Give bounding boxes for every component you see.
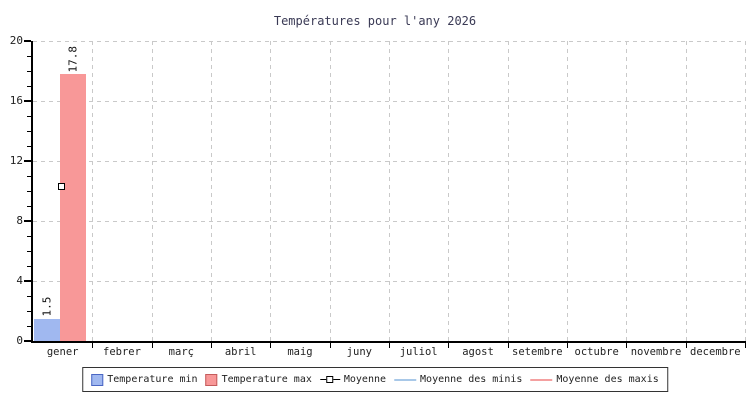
line-swatch-icon	[530, 378, 553, 381]
bar-swatch-icon	[205, 373, 218, 386]
y-axis-minor-tick	[27, 146, 31, 147]
legend-item-temperature-min: Temperature min	[91, 373, 198, 386]
chart-title: Températures pour l'any 2026	[273, 14, 477, 28]
y-axis-minor-tick	[27, 236, 31, 237]
month-label: març	[168, 346, 194, 358]
y-axis-minor-tick	[27, 191, 31, 192]
y-axis-label: 20	[9, 34, 23, 47]
x-axis-tick	[92, 343, 94, 348]
month-label: decembre	[690, 346, 741, 358]
v-gridline	[745, 41, 746, 341]
y-axis-label: 12	[9, 154, 23, 167]
x-axis-tick	[211, 343, 212, 348]
point-marker-icon	[319, 373, 340, 386]
legend-item-label: Moyenne des minis	[420, 374, 523, 385]
x-axis-tick	[329, 343, 331, 348]
v-gridline	[92, 41, 94, 341]
bar-swatch-icon	[91, 373, 104, 386]
v-gridline	[329, 41, 331, 341]
legend-item-moyenne-des-minis: Moyenne des minis	[394, 374, 522, 385]
y-axis-minor-tick	[27, 206, 31, 207]
x-axis-tick	[745, 343, 746, 348]
y-axis-minor-tick	[27, 251, 31, 252]
y-axis-tick	[24, 100, 31, 102]
x-axis-tick	[448, 343, 450, 348]
y-axis-tick	[24, 340, 31, 342]
y-axis-tick	[24, 280, 31, 282]
month-label: gener	[46, 346, 79, 358]
y-axis-minor-tick	[27, 296, 31, 297]
moyenne-marker	[57, 183, 65, 190]
legend-item-moyenne: Moyenne	[319, 373, 387, 386]
y-axis-label: 8	[16, 214, 23, 227]
month-label: octubre	[574, 346, 619, 358]
y-axis-minor-tick	[27, 116, 31, 117]
y-axis-tick	[24, 40, 31, 42]
legend-item-label: Moyenne des maxis	[556, 374, 659, 385]
x-axis	[31, 341, 746, 343]
y-axis	[31, 41, 33, 343]
y-axis-label: 0	[16, 334, 23, 347]
y-axis-tick	[24, 160, 31, 162]
v-gridline	[151, 41, 153, 341]
bar-value-label: 1.5	[40, 296, 54, 317]
month-label: maig	[287, 346, 313, 358]
v-gridline	[270, 41, 272, 341]
v-gridline	[389, 41, 390, 341]
y-axis-minor-tick	[27, 266, 31, 267]
month-label: juny	[346, 346, 372, 358]
v-gridline	[211, 41, 212, 341]
bar-value-label: 17.8	[66, 45, 80, 73]
x-axis-tick	[389, 343, 390, 348]
y-axis-label: 4	[16, 274, 23, 287]
legend-item-label: Moyenne	[343, 374, 387, 385]
month-label: agost	[462, 346, 494, 358]
v-gridline	[567, 41, 568, 341]
v-gridline	[626, 41, 628, 341]
x-axis-tick	[626, 343, 628, 348]
y-axis-minor-tick	[27, 86, 31, 87]
bar-temperature-max	[60, 74, 86, 341]
month-label: febrer	[103, 346, 141, 358]
y-axis-minor-tick	[27, 326, 31, 327]
y-axis-minor-tick	[27, 71, 31, 72]
bar-temperature-min	[34, 318, 60, 341]
x-axis-tick	[151, 343, 153, 348]
legend-item-moyenne-des-maxis: Moyenne des maxis	[530, 374, 659, 385]
x-axis-tick	[507, 343, 509, 348]
y-axis-minor-tick	[27, 311, 31, 312]
v-gridline	[448, 41, 450, 341]
x-axis-tick	[567, 343, 568, 348]
legend-box: Temperature min Temperature max Moyenne Moy…	[82, 367, 668, 392]
month-label: abril	[224, 346, 257, 358]
y-axis-minor-tick	[27, 131, 31, 132]
legend-item-label: Temperature max	[221, 374, 312, 385]
y-axis-minor-tick	[27, 176, 31, 177]
v-gridline	[507, 41, 509, 341]
month-label: novembre	[630, 346, 682, 358]
month-label: setembre	[512, 346, 563, 358]
y-axis-minor-tick	[27, 56, 31, 57]
month-label: juliol	[399, 346, 438, 358]
y-axis-label: 16	[9, 94, 23, 107]
line-swatch-icon	[394, 378, 417, 381]
y-axis-tick	[24, 220, 31, 222]
legend-item-temperature-max: Temperature max	[205, 373, 312, 386]
x-axis-tick	[270, 343, 272, 348]
legend-item-label: Temperature min	[107, 374, 198, 385]
v-gridline	[685, 41, 687, 341]
x-axis-tick	[685, 343, 687, 348]
